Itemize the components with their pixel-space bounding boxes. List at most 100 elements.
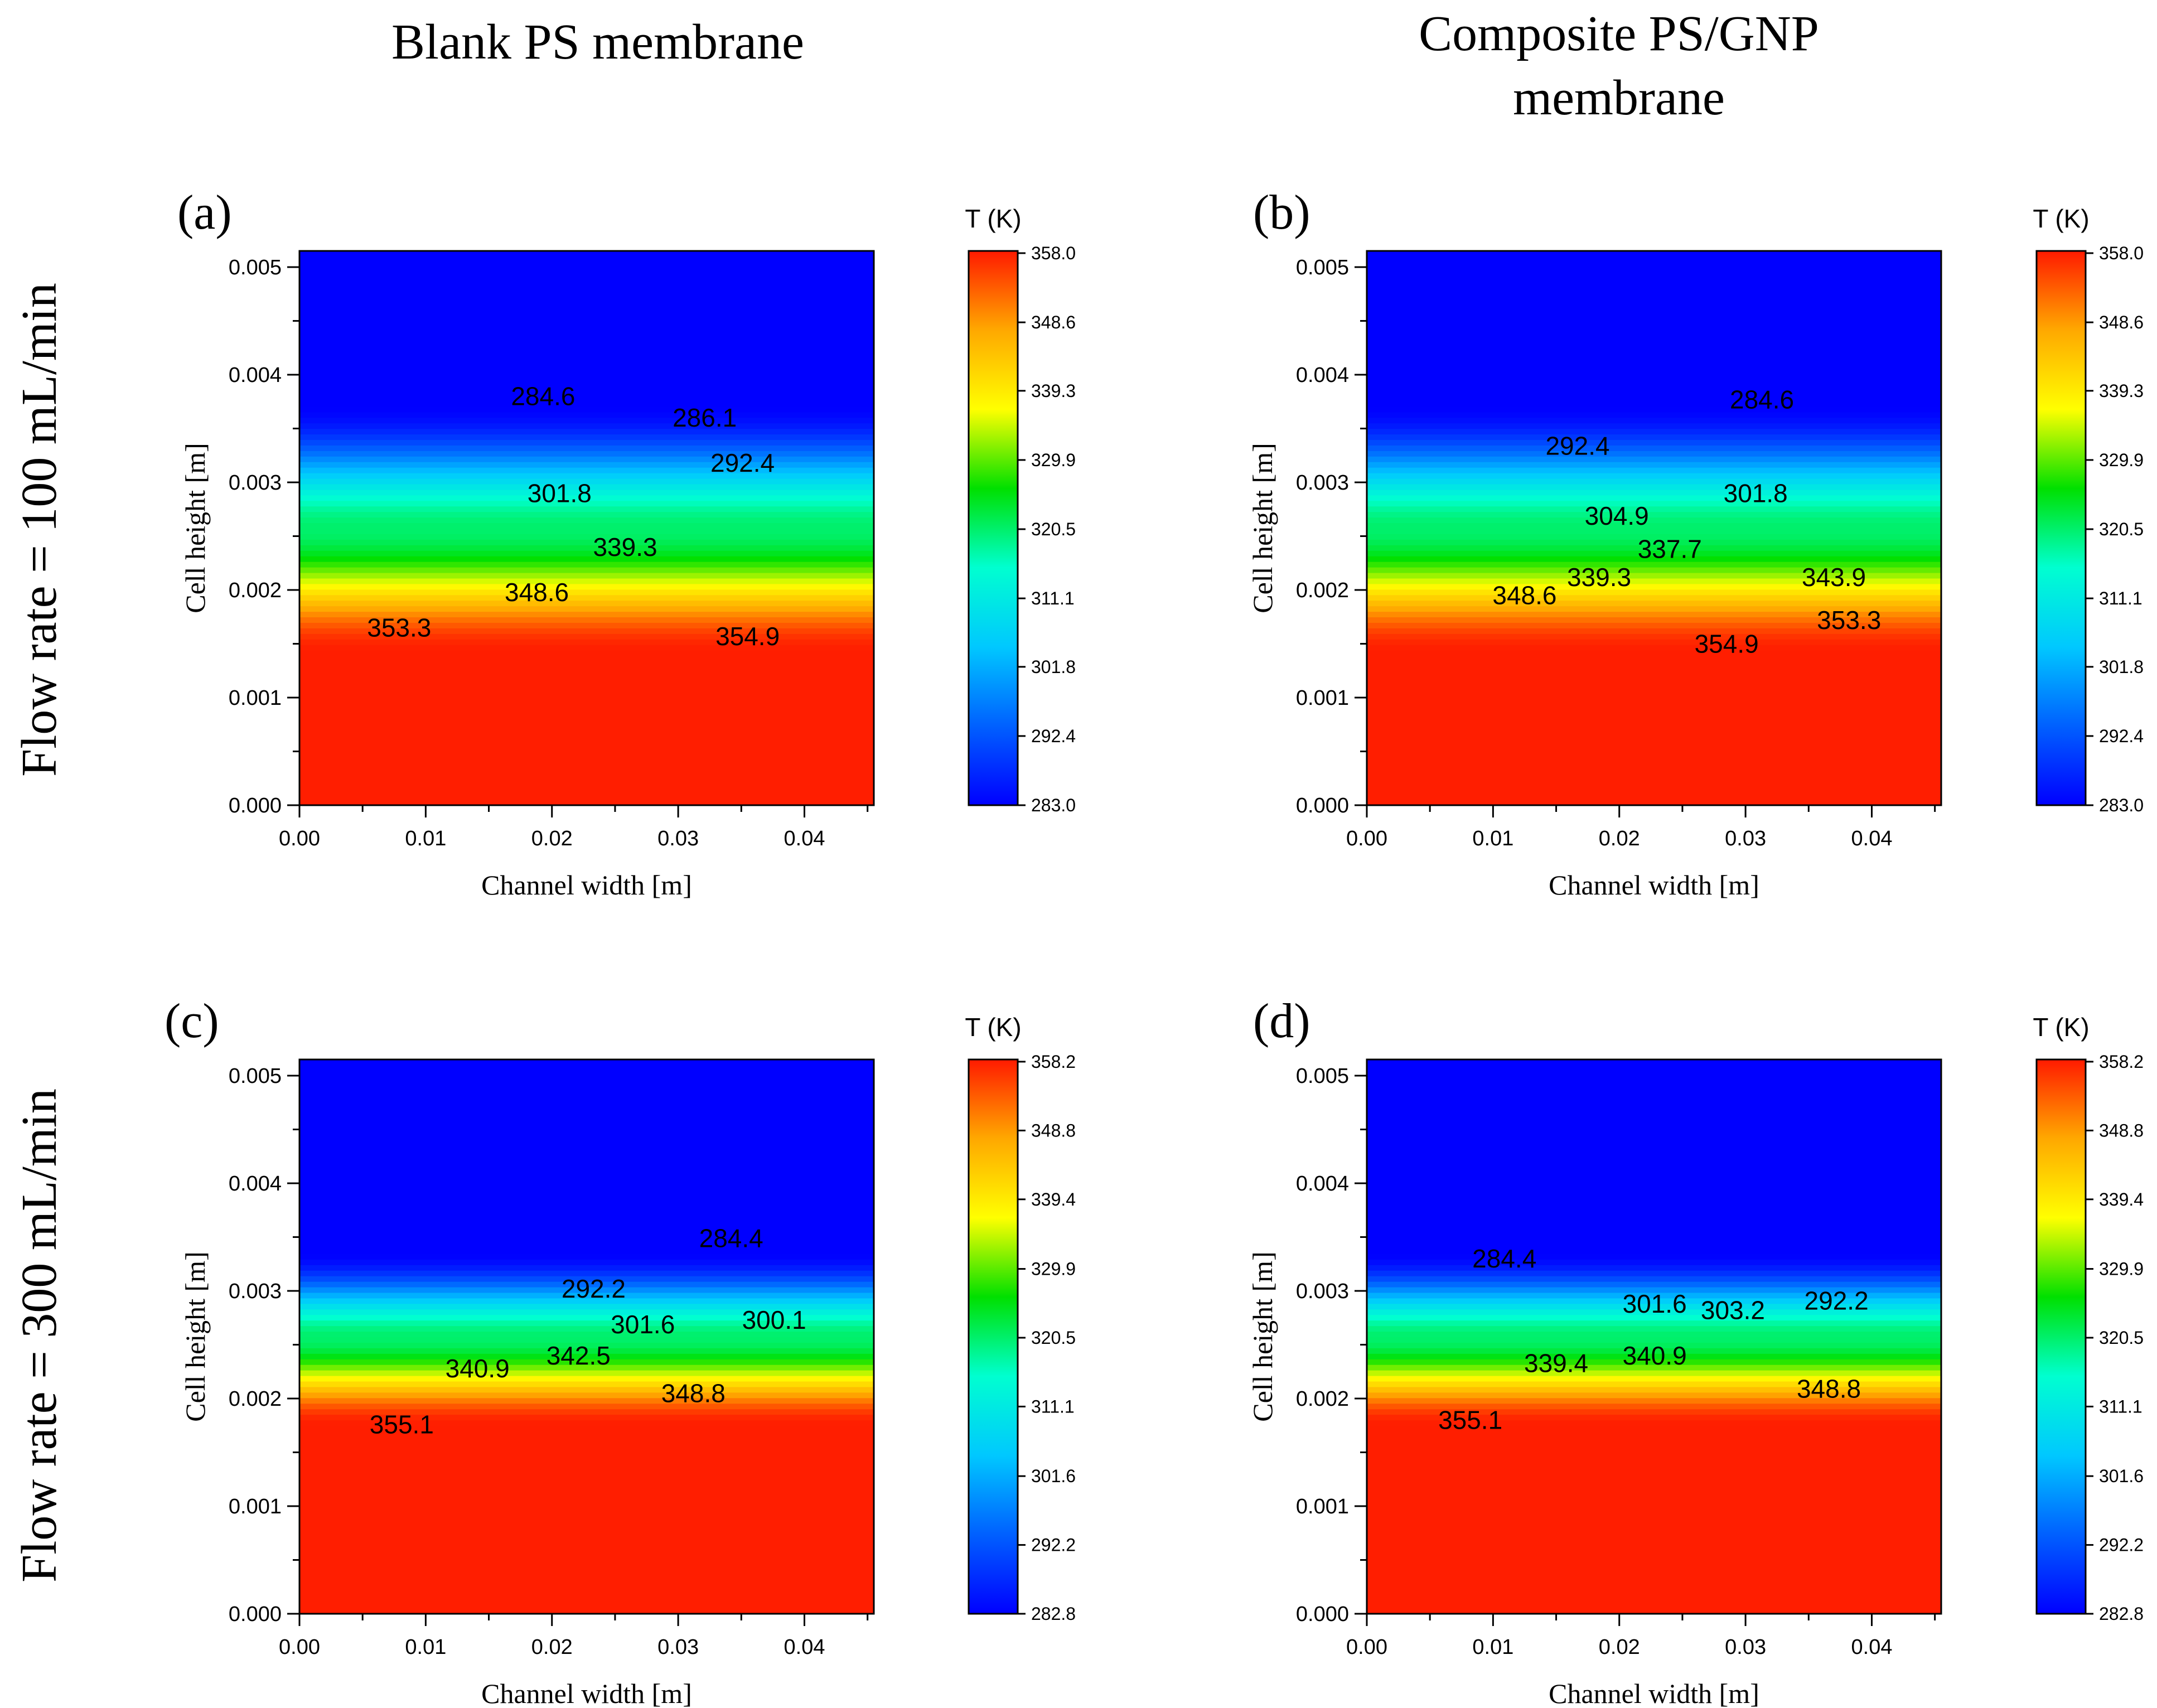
contour-band	[1367, 567, 1941, 573]
contour-band	[299, 650, 874, 656]
contour-band	[1367, 661, 1941, 667]
contour-label: 343.9	[1802, 563, 1866, 592]
panel-label: (b)	[1253, 186, 1310, 240]
contour-band	[1367, 1547, 1941, 1554]
y-tick-label: 0.004	[1296, 364, 1349, 387]
contour-band	[1367, 1409, 1941, 1415]
contour-band	[1367, 738, 1941, 745]
colorbar-title: T (K)	[965, 1013, 1021, 1042]
contour-band	[299, 1286, 874, 1293]
contour-band	[299, 367, 874, 374]
y-tick-label: 0.004	[229, 1172, 282, 1196]
contour-band	[1367, 761, 1941, 767]
colorbar-tick-label: 348.6	[1031, 312, 1076, 332]
contour-label: 292.4	[1545, 431, 1609, 460]
contour-band	[1367, 617, 1941, 623]
y-tick-label: 0.001	[229, 1495, 282, 1518]
contour-band	[299, 1420, 874, 1426]
plot-frame	[298, 250, 875, 806]
contour-band	[1367, 1181, 1941, 1188]
contour-band	[1367, 367, 1941, 374]
x-tick-label: 0.03	[1725, 827, 1766, 850]
contour-band	[299, 461, 874, 468]
contour-band	[299, 361, 874, 368]
contour-band	[299, 694, 874, 701]
contour-band	[1367, 1397, 1941, 1404]
contour-band	[299, 539, 874, 545]
contour-band	[1367, 766, 1941, 773]
x-tick-label: 0.00	[1346, 1636, 1387, 1659]
contour-band	[299, 511, 874, 518]
x-tick-label: 0.01	[1472, 827, 1513, 850]
contour-band	[299, 1209, 874, 1216]
contour-band	[1367, 450, 1941, 457]
contour-band	[1367, 378, 1941, 385]
contour-band	[1367, 572, 1941, 579]
x-axis-label: Channel width [m]	[1549, 1678, 1759, 1708]
contour-label: 348.8	[1797, 1375, 1861, 1404]
contour-band	[1367, 444, 1941, 451]
contour-band	[1367, 689, 1941, 695]
contour-band	[1367, 1098, 1941, 1105]
contour-band	[299, 1586, 874, 1593]
contour-band	[1367, 1386, 1941, 1393]
x-axis-label: Channel width [m]	[481, 1678, 692, 1708]
contour-label: 339.3	[1567, 563, 1631, 592]
contour-band	[299, 1120, 874, 1127]
contour-band	[1367, 262, 1941, 268]
contour-band	[1367, 1143, 1941, 1149]
contour-band	[1367, 251, 1941, 257]
contour-band	[1367, 1420, 1941, 1426]
y-tick-label: 0.000	[229, 1603, 282, 1626]
contour-band	[299, 1059, 874, 1066]
contour-band	[299, 611, 874, 618]
contour-band	[1367, 1192, 1941, 1199]
contour-band	[299, 533, 874, 540]
colorbar-rect	[968, 1058, 1019, 1615]
contour-band	[1367, 1392, 1941, 1399]
contour-label: 284.6	[511, 382, 575, 411]
x-tick-label: 0.02	[531, 1636, 573, 1659]
colorbar-tick-label: 348.6	[2099, 312, 2144, 332]
contour-band	[299, 1530, 874, 1537]
contour-band	[299, 1441, 874, 1448]
contour-band	[299, 1430, 874, 1437]
contour-band	[299, 617, 874, 623]
contour-band	[299, 1226, 874, 1232]
contour-band	[299, 472, 874, 479]
contour-label: 339.3	[593, 533, 657, 562]
contour-band	[299, 317, 874, 324]
contour-label: 301.8	[528, 478, 592, 507]
contour-band	[299, 1309, 874, 1315]
panel-label: (c)	[165, 994, 219, 1048]
contour-band	[299, 749, 874, 756]
contour-band	[299, 788, 874, 795]
contour-label: 354.9	[715, 622, 780, 651]
contour-band	[1367, 650, 1941, 656]
contour-band	[299, 544, 874, 551]
x-tick-label: 0.02	[1599, 1636, 1640, 1659]
contour-band	[299, 251, 874, 257]
colorbar-rect	[2035, 250, 2087, 806]
contour-band	[299, 1337, 874, 1343]
contour-band	[299, 1397, 874, 1404]
contour-band	[1367, 1220, 1941, 1227]
contour-band	[299, 1303, 874, 1310]
contour-band	[299, 627, 874, 634]
colorbar: T (K) 358.2 348.8 339.4 329.9 320.5 311.1 301.6…	[2033, 1013, 2144, 1624]
contour-band	[299, 666, 874, 673]
contour-band	[299, 633, 874, 640]
contour-band	[1367, 1126, 1941, 1133]
contour-band	[299, 384, 874, 390]
contour-band	[299, 661, 874, 667]
contour-band	[1367, 1603, 1941, 1609]
contour-label: 301.6	[611, 1310, 675, 1339]
contour-band	[1367, 655, 1941, 662]
contour-band	[1367, 323, 1941, 330]
contour-band	[1367, 1247, 1941, 1254]
contour-band	[299, 777, 874, 784]
contour-label: 292.2	[562, 1274, 626, 1303]
contour-band	[1367, 1314, 1941, 1321]
contour-band	[1367, 428, 1941, 435]
contour-band	[299, 423, 874, 429]
